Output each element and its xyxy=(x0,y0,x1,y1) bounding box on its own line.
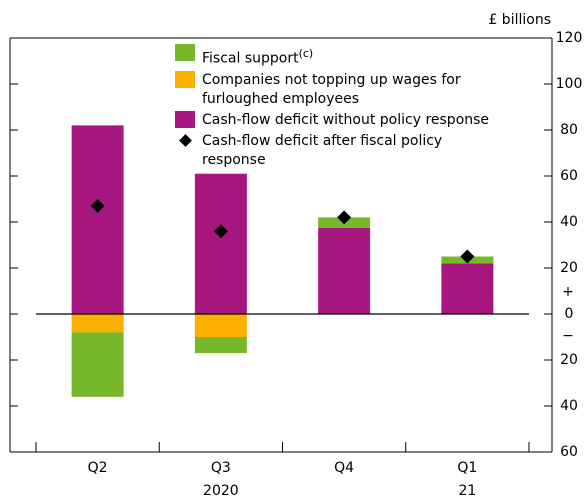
y-tick-label: 20 xyxy=(560,260,578,276)
y-tick-label: 120 xyxy=(556,30,583,46)
y-tick-label: 40 xyxy=(560,214,578,230)
point xyxy=(337,210,352,225)
legend-item: Companies not topping up wages for furlo… xyxy=(175,70,502,109)
legend-text: Fiscal support xyxy=(202,50,299,67)
bar xyxy=(194,337,247,354)
bar xyxy=(441,263,494,314)
bar xyxy=(71,125,124,315)
x-tick-label: Q2 xyxy=(88,460,108,476)
x-tick-label: Q1 xyxy=(457,460,477,476)
y-tick-label: 0 xyxy=(565,306,574,322)
legend-swatch xyxy=(175,110,195,128)
negative-sign: − xyxy=(562,328,574,344)
positive-sign: + xyxy=(562,284,574,300)
legend: Fiscal support(c) Companies not topping u… xyxy=(175,44,502,172)
legend-label: Fiscal support(c) xyxy=(202,44,502,69)
bar xyxy=(318,227,371,314)
legend-swatch xyxy=(175,70,195,88)
y-tick-label: 60 xyxy=(560,168,578,184)
bar xyxy=(194,314,247,337)
bar xyxy=(194,173,247,314)
y-tick-label: 60 xyxy=(560,444,578,460)
legend-superscript: (c) xyxy=(298,47,314,60)
x-tick-label: Q4 xyxy=(334,460,354,476)
x-tick-label: Q3 xyxy=(211,460,231,476)
point xyxy=(460,249,475,264)
unit-label: £ billions xyxy=(488,12,551,28)
legend-label: Cash-flow deficit without policy respons… xyxy=(202,111,502,130)
legend-label: Companies not topping up wages for furlo… xyxy=(202,71,467,109)
point xyxy=(213,224,228,239)
legend-diamond xyxy=(178,133,192,147)
legend-item: Cash-flow deficit after fiscal policy re… xyxy=(175,132,502,170)
bar xyxy=(71,332,124,397)
legend-text: Cash-flow deficit without policy respons… xyxy=(202,111,490,128)
legend-text: Companies not topping up wages for furlo… xyxy=(202,71,461,107)
y-tick-label: 100 xyxy=(556,76,583,92)
legend-item: Fiscal support(c) xyxy=(175,44,502,69)
y-tick-label: 20 xyxy=(560,352,578,368)
x-year-label: 2020 xyxy=(203,483,239,498)
x-year-label: 21 xyxy=(458,483,476,498)
y-tick-label: 80 xyxy=(560,122,578,138)
legend-marker xyxy=(175,132,195,151)
point xyxy=(90,198,105,213)
legend-item: Cash-flow deficit without policy respons… xyxy=(175,110,502,130)
bar xyxy=(71,314,124,333)
legend-swatch xyxy=(175,44,195,61)
y-tick-label: 40 xyxy=(560,398,578,414)
legend-label: Cash-flow deficit after fiscal policy re… xyxy=(202,132,443,168)
